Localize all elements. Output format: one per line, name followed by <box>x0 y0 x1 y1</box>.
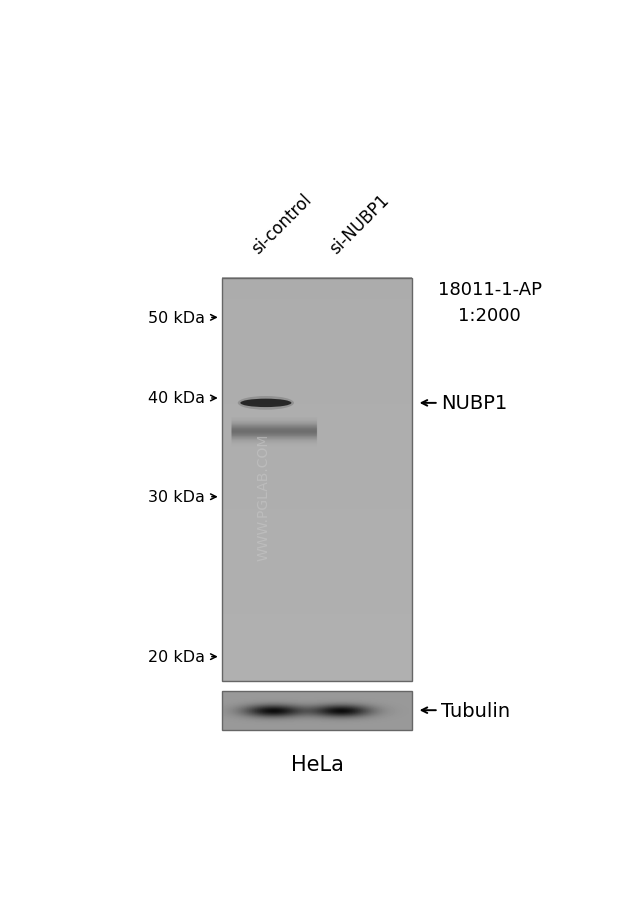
Bar <box>222 692 412 730</box>
Text: 30 kDa: 30 kDa <box>148 490 205 505</box>
Text: HeLa: HeLa <box>291 755 344 775</box>
Ellipse shape <box>238 397 294 410</box>
Text: si-control: si-control <box>248 190 315 258</box>
Text: 18011-1-AP
1:2000: 18011-1-AP 1:2000 <box>438 281 542 325</box>
Bar <box>222 279 412 681</box>
Text: 50 kDa: 50 kDa <box>148 310 205 326</box>
Text: 40 kDa: 40 kDa <box>148 391 205 406</box>
Text: NUBP1: NUBP1 <box>441 394 507 413</box>
Text: Tubulin: Tubulin <box>441 701 510 720</box>
Text: si-NUBP1: si-NUBP1 <box>326 191 392 258</box>
Text: WWW.PGLAB.COM: WWW.PGLAB.COM <box>256 434 271 561</box>
Text: 20 kDa: 20 kDa <box>148 649 205 665</box>
Ellipse shape <box>241 400 291 408</box>
